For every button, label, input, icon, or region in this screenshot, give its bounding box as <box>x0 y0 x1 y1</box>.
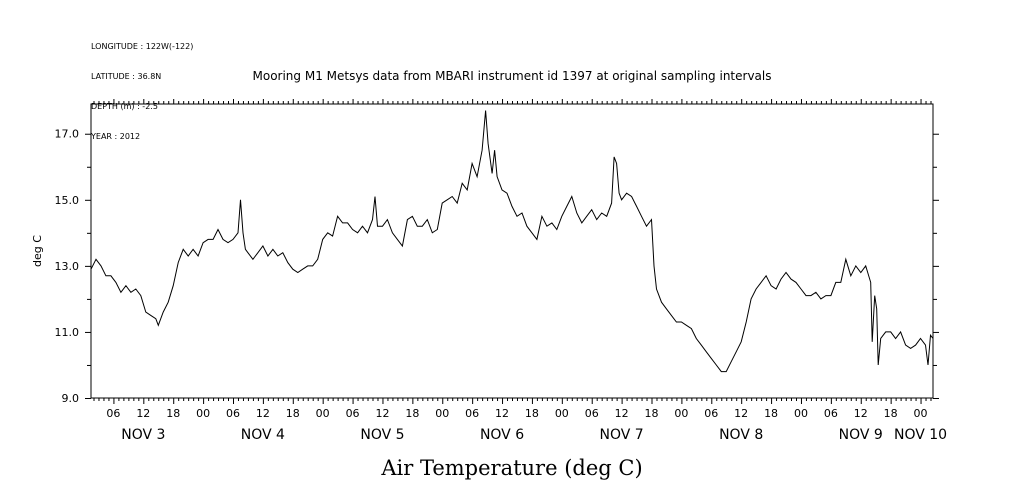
x-hour-tick-label: 06 <box>704 407 718 420</box>
x-date-label: NOV 6 <box>480 427 524 443</box>
x-hour-tick-label: 12 <box>375 407 389 420</box>
x-hour-tick-label: 12 <box>136 407 150 420</box>
x-hour-tick-label: 00 <box>555 407 569 420</box>
x-hour-tick-label: 06 <box>824 407 838 420</box>
x-hour-tick-label: 18 <box>645 407 659 420</box>
x-hour-tick-label: 18 <box>405 407 419 420</box>
x-hour-tick-label: 00 <box>914 407 928 420</box>
x-hour-tick-label: 12 <box>615 407 629 420</box>
y-tick-label: 15.0 <box>55 194 80 207</box>
x-date-label: NOV 9 <box>839 427 883 443</box>
x-date-label: NOV 4 <box>241 427 285 443</box>
x-hour-tick-label: 12 <box>256 407 270 420</box>
x-date-label: NOV 3 <box>121 427 165 443</box>
y-axis-label: deg C <box>31 235 44 267</box>
chart-title: Mooring M1 Metsys data from MBARI instru… <box>253 69 772 83</box>
latitude-text: LATITUDE : 36.8N <box>91 72 162 81</box>
y-tick-label: 13.0 <box>55 260 80 273</box>
x-hour-tick-label: 12 <box>734 407 748 420</box>
x-hour-tick-label: 00 <box>435 407 449 420</box>
axis-labels: 06 12 18 00 06 12 18 00 06 12 18 00 06 12 18 00 06 12 18 00… <box>55 128 948 443</box>
x-date-label: NOV 5 <box>360 427 404 443</box>
x-hour-tick-label: 00 <box>196 407 210 420</box>
x-hour-tick-label: 00 <box>794 407 808 420</box>
x-hour-tick-label: 18 <box>166 407 180 420</box>
x-hour-tick-label: 18 <box>525 407 539 420</box>
bottom-title: Air Temperature (deg C) <box>380 456 642 480</box>
x-hour-tick-label: 06 <box>346 407 360 420</box>
x-hour-tick-label: 18 <box>286 407 300 420</box>
x-hour-tick-label: 12 <box>495 407 509 420</box>
metadata-block: LONGITUDE : 122W(-122) LATITUDE : 36.8N … <box>91 22 193 152</box>
x-hour-tick-label: 06 <box>106 407 120 420</box>
x-date-label: NOV 8 <box>719 427 763 443</box>
x-hour-tick-label: 12 <box>854 407 868 420</box>
depth-text: DEPTH (m) : -2.5 <box>91 102 158 111</box>
y-tick-label: 11.0 <box>55 326 80 339</box>
year-text: YEAR : 2012 <box>91 132 141 141</box>
x-hour-tick-label: 00 <box>674 407 688 420</box>
x-hour-tick-label: 00 <box>316 407 330 420</box>
x-date-label: NOV 10 <box>894 427 947 443</box>
x-hour-tick-label: 06 <box>226 407 240 420</box>
axis-ticks <box>85 99 939 404</box>
series-line-air-temperature <box>90 110 934 373</box>
x-date-label: NOV 7 <box>600 427 644 443</box>
x-hour-tick-label: 06 <box>585 407 599 420</box>
x-hour-tick-label: 06 <box>465 407 479 420</box>
y-tick-label: 17.0 <box>55 128 80 141</box>
y-tick-label: 9.0 <box>62 392 80 405</box>
plot-frame <box>90 103 934 399</box>
x-hour-tick-label: 18 <box>764 407 778 420</box>
longitude-text: LONGITUDE : 122W(-122) <box>91 42 194 51</box>
x-hour-tick-label: 18 <box>884 407 898 420</box>
